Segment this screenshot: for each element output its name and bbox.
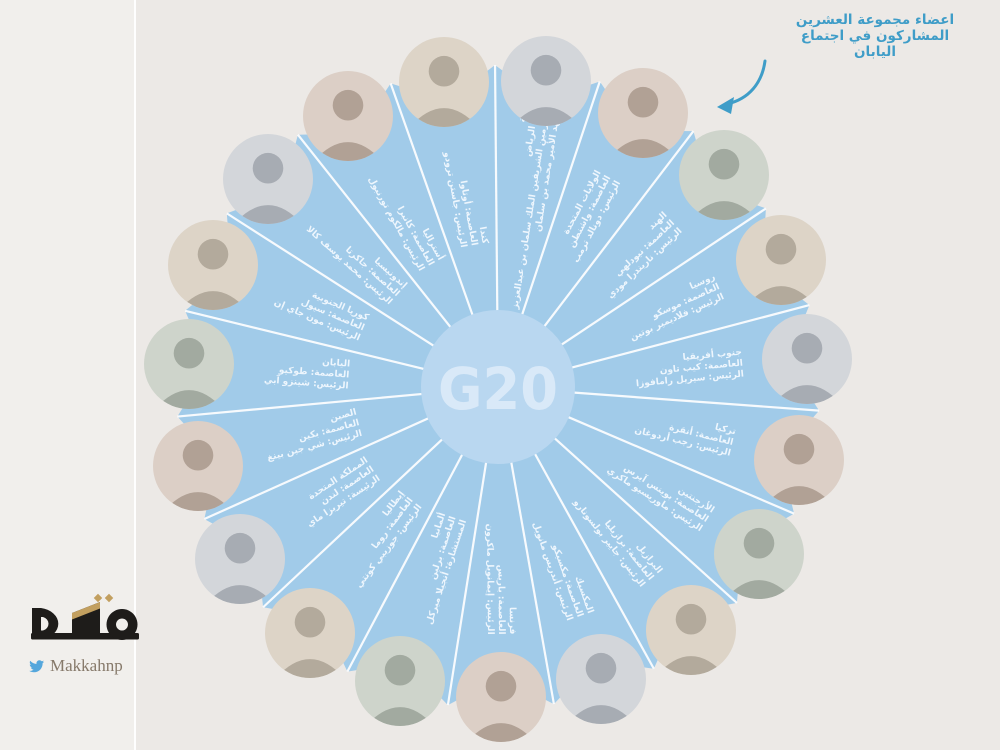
person-silhouette-icon xyxy=(355,636,446,727)
person-silhouette-icon xyxy=(714,509,805,600)
leader-photo-france xyxy=(455,651,546,742)
ray-separator-line xyxy=(389,83,480,333)
person-silhouette-icon xyxy=(761,313,852,404)
person-silhouette-icon xyxy=(735,214,826,305)
ray-separator-line xyxy=(515,81,601,333)
annotation-line: اعضاء مجموعة العشرين xyxy=(795,12,955,28)
background-divider xyxy=(134,0,136,750)
person-silhouette-icon xyxy=(455,651,546,742)
member-label-line: الرئيس: إيمانويل ماكرون xyxy=(483,523,495,635)
person-silhouette-icon xyxy=(598,68,689,159)
leader-photo-united-kingdom xyxy=(195,513,286,604)
leader-photo-china xyxy=(153,420,244,511)
person-silhouette-icon xyxy=(399,36,490,127)
leader-photo-russia xyxy=(735,214,826,305)
leader-photo-australia xyxy=(302,70,393,161)
ray-separator-line xyxy=(532,130,695,342)
person-silhouette-icon xyxy=(264,588,355,679)
person-silhouette-icon xyxy=(223,134,313,225)
leader-photo-saudi-arabia xyxy=(501,35,592,126)
twitter-bird-icon xyxy=(29,659,45,672)
person-silhouette-icon xyxy=(153,420,244,511)
leader-photo-india xyxy=(679,129,770,220)
member-label-japan: اليابان العاصمة: طوكيو الرئيس: شينزو آبي xyxy=(263,353,350,392)
leader-photo-south-korea xyxy=(167,220,258,311)
leader-photo-south-africa xyxy=(761,313,852,404)
ray-separator-line xyxy=(550,408,795,515)
member-label-line: العاصمة: باريس xyxy=(495,564,506,635)
ray-separator-line xyxy=(525,437,655,670)
leader-photo-brazil xyxy=(645,584,736,675)
person-silhouette-icon xyxy=(501,35,592,126)
ray-separator-line xyxy=(297,134,463,343)
member-label-line: فرنسا xyxy=(506,606,517,635)
person-silhouette-icon xyxy=(302,70,393,161)
makkah-logo xyxy=(31,593,139,640)
leader-photo-italy xyxy=(264,588,355,679)
ray-separator-line xyxy=(177,391,441,418)
leader-photo-germany xyxy=(355,636,446,727)
person-silhouette-icon xyxy=(143,319,234,410)
person-silhouette-icon xyxy=(167,220,258,311)
g20-center-circle xyxy=(421,310,575,464)
annotation-line: اليابان xyxy=(854,44,896,60)
ray-separator-line xyxy=(446,444,491,706)
leader-photo-japan xyxy=(143,319,234,410)
leader-photo-argentina xyxy=(714,509,805,600)
ray-separator-line xyxy=(506,443,555,705)
twitter-handle: Makkahnp xyxy=(50,656,123,675)
ray-separator-lines xyxy=(177,65,820,706)
branding-block: مكة Makkahnp xyxy=(24,592,164,676)
ray-separator-line xyxy=(493,65,499,330)
leader-photo-united-states xyxy=(598,68,689,159)
annotation-arrow-icon xyxy=(717,59,767,114)
ray-separator-line xyxy=(545,207,767,356)
ray-separator-line xyxy=(226,212,450,357)
leader-photo-canada xyxy=(399,36,490,127)
person-silhouette-icon xyxy=(679,129,770,220)
leader-photo-mexico xyxy=(556,634,647,725)
ray-separator-line xyxy=(555,390,820,412)
ray-separator-line xyxy=(262,425,457,609)
ray-separator-line xyxy=(184,309,442,375)
ray-separator-line xyxy=(346,437,472,673)
ray-separator-line xyxy=(540,425,738,604)
g20-center-label: G20 xyxy=(438,355,558,423)
annotation-note: اعضاء مجموعة العشرين المشاركون في اجتماع… xyxy=(775,12,975,60)
person-silhouette-icon xyxy=(195,513,286,604)
leader-photo-indonesia xyxy=(223,134,313,225)
person-silhouette-icon xyxy=(754,415,845,506)
ray-separator-line xyxy=(553,304,810,374)
person-silhouette-icon xyxy=(645,584,736,675)
leader-photo-turkey xyxy=(754,415,845,506)
ray-separator-line xyxy=(203,409,446,521)
member-label-france: فرنسا العاصمة: باريس الرئيس: إيمانويل ماكر… xyxy=(483,523,517,634)
person-silhouette-icon xyxy=(556,634,647,725)
annotation-line: المشاركون في اجتماع xyxy=(800,28,950,44)
